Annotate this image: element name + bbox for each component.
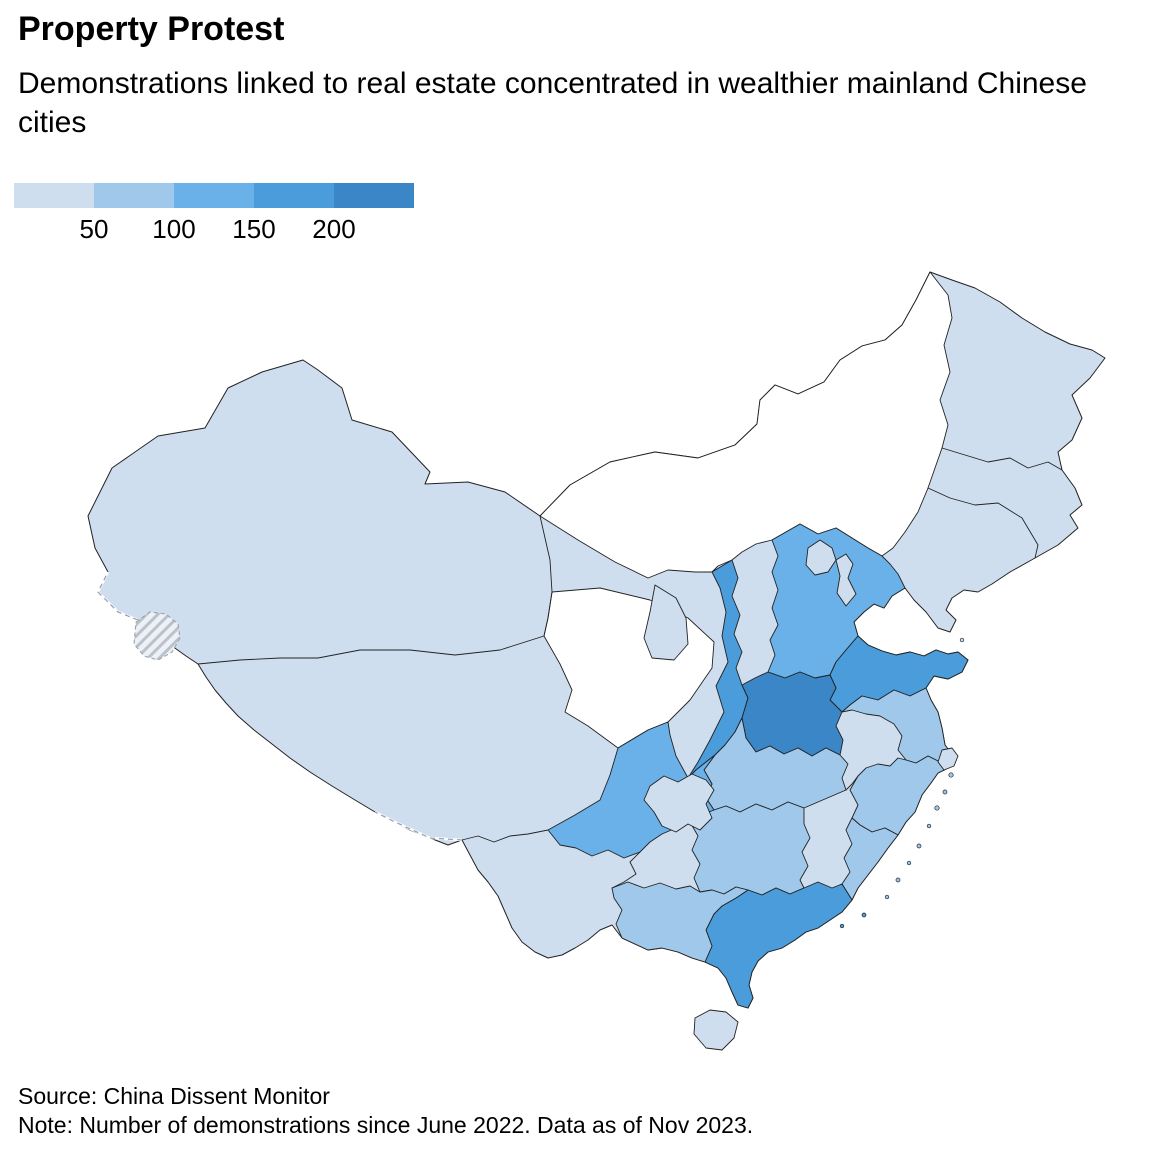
note-line: Note: Number of demonstrations since Jun… (18, 1112, 754, 1139)
border-anhui-jiangxi (845, 775, 859, 791)
legend-tick-200: 200 (312, 214, 356, 244)
province-beijing (805, 539, 837, 576)
coastal-islands (839, 637, 965, 929)
disputed-border-west (97, 571, 139, 621)
page-title: Property Protest (18, 10, 285, 48)
province-hainan (693, 1009, 739, 1051)
legend-swatch-2 (94, 183, 174, 208)
legend-swatch-3 (174, 183, 254, 208)
province-tianjin (835, 553, 857, 607)
province-henan (741, 671, 844, 757)
legend-tick-50: 50 (79, 214, 109, 244)
border-jilin-liaoning (927, 487, 1039, 559)
source-line: Source: China Dissent Monitor (18, 1083, 330, 1109)
legend-swatch-1 (14, 183, 94, 208)
footer-notes: Source: China Dissent Monitor Note: Numb… (18, 1082, 1148, 1141)
legend-tick-150: 150 (232, 214, 276, 244)
province-fujian (841, 817, 899, 901)
province-guangxi (611, 881, 749, 963)
color-legend: 50 100 150 200 (14, 183, 416, 244)
legend-tick-100: 100 (152, 214, 196, 244)
border-guizhou-yunnan (611, 851, 641, 889)
border-xinjiang-tibet (197, 635, 545, 665)
province-shanghai (937, 747, 959, 771)
border-tibet-yunnan (461, 829, 549, 843)
legend-swatch-4 (254, 183, 334, 208)
legend-swatch-5 (334, 183, 414, 208)
disputed-border-south (374, 811, 463, 841)
province-inner-mongolia (539, 271, 953, 579)
province-ningxia (643, 584, 689, 661)
legend-tick-labels: 50 100 150 200 (14, 208, 414, 244)
disputed-area-aksai-chin (133, 611, 181, 661)
legend-color-bar (14, 183, 414, 208)
province-chongqing (643, 773, 715, 833)
border-xinjiang-gansu (539, 515, 553, 637)
border-heilongjiang-jilin (941, 447, 1063, 471)
chart-subtitle: Demonstrations linked to real estate con… (18, 67, 1087, 139)
